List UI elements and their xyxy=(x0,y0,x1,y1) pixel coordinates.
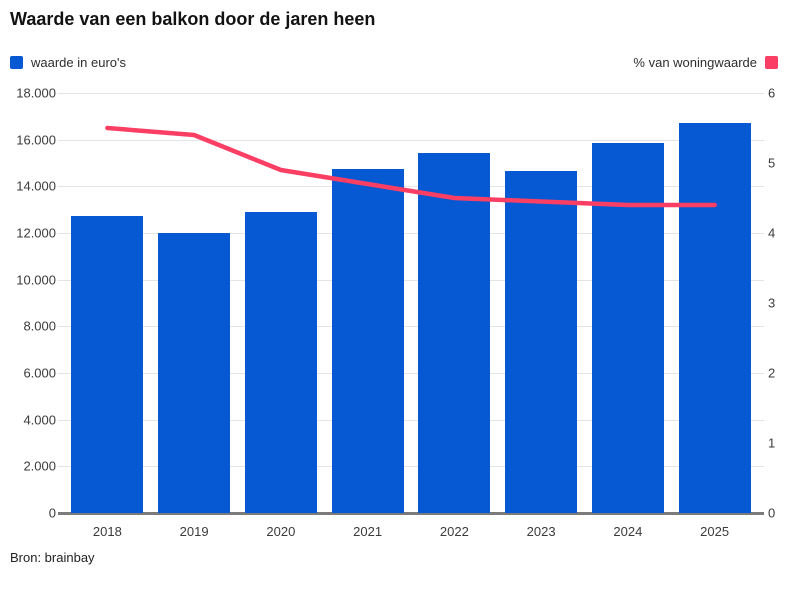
x-axis-tick-label: 2023 xyxy=(526,524,556,539)
bar-2021 xyxy=(331,168,404,513)
x-axis-tick-label: 2018 xyxy=(92,524,122,539)
x-axis-baseline xyxy=(58,512,764,515)
y-axis-left-tick-label: 2.000 xyxy=(23,458,56,474)
y-axis-right-tick-label: 5 xyxy=(768,155,776,171)
y-axis-right-tick-label: 6 xyxy=(768,85,776,101)
bar-2019 xyxy=(158,233,231,513)
y-axis-left-tick-label: 0 xyxy=(48,505,56,521)
x-axis-tick-label: 2019 xyxy=(179,524,209,539)
bar-series-label: waarde in euro's xyxy=(31,55,126,70)
chart-title: Waarde van een balkon door de jaren heen xyxy=(10,9,376,29)
bar-2024 xyxy=(591,143,664,513)
gridline xyxy=(58,279,764,281)
x-axis-tick-label: 2024 xyxy=(613,524,643,539)
y-axis-right-tick-label: 1 xyxy=(768,435,776,451)
y-axis-left-tick-label: 8.000 xyxy=(23,318,56,334)
x-axis-tick-label: 2021 xyxy=(353,524,383,539)
y-axis-left-tick-label: 16.000 xyxy=(16,132,56,148)
legend-bar-series: waarde in euro's xyxy=(10,55,126,70)
y-axis-right-tick-label: 3 xyxy=(768,295,776,311)
gridline xyxy=(58,373,764,374)
y-axis-right-tick-label: 2 xyxy=(768,365,776,381)
source-credit: Bron: brainbay xyxy=(10,550,95,565)
bar-2022 xyxy=(418,152,491,513)
gridline xyxy=(58,419,764,421)
x-axis-tick-label: 2025 xyxy=(700,524,730,539)
gridline xyxy=(58,233,764,234)
x-axis-tick-label: 2022 xyxy=(439,524,469,539)
bar-2025 xyxy=(678,123,751,513)
x-axis-tick-label: 2020 xyxy=(266,524,296,539)
y-axis-left-tick-label: 14.000 xyxy=(16,178,56,194)
bar-2020 xyxy=(244,212,317,513)
gridline xyxy=(58,139,764,141)
y-axis-left-tick-label: 18.000 xyxy=(16,85,56,101)
y-axis-left-tick-label: 12.000 xyxy=(16,225,56,241)
y-axis-left-tick-label: 6.000 xyxy=(23,365,56,381)
bar-series-swatch-icon xyxy=(10,56,23,69)
legend-line-series: % van woningwaarde xyxy=(633,55,778,70)
bar-2023 xyxy=(505,171,578,513)
gridline xyxy=(58,326,764,328)
gridline xyxy=(58,466,764,468)
gridline xyxy=(58,93,764,94)
line-series-swatch-icon xyxy=(765,56,778,69)
y-axis-right-tick-label: 0 xyxy=(768,505,776,521)
y-axis-left-tick-label: 4.000 xyxy=(23,412,56,428)
bar-2018 xyxy=(71,215,144,513)
y-axis-right-tick-label: 4 xyxy=(768,225,776,241)
y-axis-left-tick-label: 10.000 xyxy=(16,272,56,288)
line-series-label: % van woningwaarde xyxy=(633,55,757,70)
